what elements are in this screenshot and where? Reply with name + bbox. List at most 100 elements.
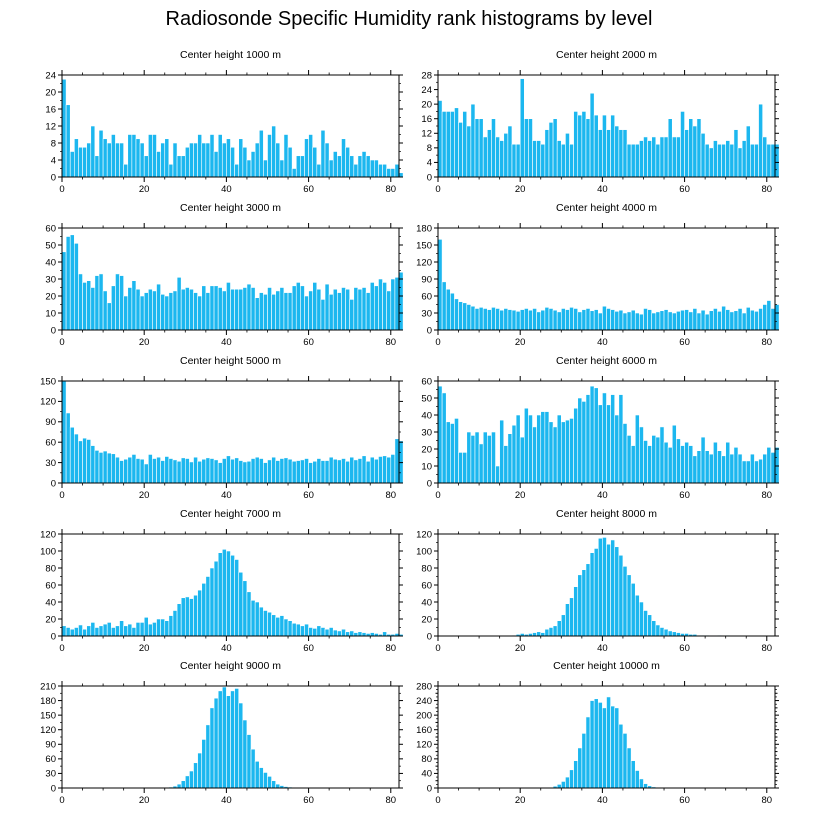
histogram-bar	[378, 278, 383, 331]
histogram-bar	[770, 452, 776, 484]
y-tick-label: 20	[421, 444, 432, 455]
histogram-bar	[700, 132, 706, 178]
histogram-bar	[115, 142, 120, 178]
histogram-bar	[111, 134, 116, 178]
histogram-bar	[659, 310, 665, 331]
histogram-bar	[119, 460, 124, 484]
histogram-bar	[180, 597, 186, 637]
histogram-bar	[634, 143, 640, 178]
histogram-bar	[102, 623, 108, 637]
x-tick-label: 40	[597, 184, 608, 195]
histogram-bar	[556, 140, 562, 178]
histogram-bar	[560, 143, 566, 178]
histogram-bar	[246, 159, 252, 178]
histogram-bar	[565, 132, 570, 178]
x-tick-label: 60	[303, 795, 314, 806]
histogram-bar	[90, 125, 96, 178]
histogram-bar	[300, 155, 305, 178]
histogram-bar	[445, 421, 451, 484]
histogram-bar	[197, 460, 203, 484]
x-tick-label: 0	[59, 337, 64, 348]
histogram-bar	[482, 431, 488, 484]
x-tick-label: 60	[679, 184, 690, 195]
histogram-bar	[713, 140, 718, 178]
histogram-bar	[470, 305, 476, 331]
histogram-bar	[532, 140, 537, 178]
histogram-bar	[560, 308, 566, 331]
histogram-bar	[441, 111, 447, 178]
histogram-bar	[466, 125, 472, 178]
x-tick-label: 40	[221, 337, 232, 348]
histogram-bar	[283, 292, 289, 331]
y-tick-label: 30	[45, 458, 56, 469]
histogram-bar	[491, 307, 496, 331]
histogram-bar	[226, 282, 231, 331]
histogram-bar	[275, 142, 281, 178]
histogram-bar	[626, 574, 632, 637]
histogram-bar	[573, 586, 579, 637]
histogram-bar	[275, 783, 281, 789]
histogram-bar	[618, 309, 624, 331]
histogram-bar	[176, 783, 182, 789]
histogram-bar	[205, 292, 211, 331]
histogram-bar	[610, 114, 616, 178]
histogram-bar	[639, 140, 644, 178]
histogram-bar	[69, 151, 75, 178]
histogram-bar	[548, 421, 554, 484]
histogram-bar	[316, 625, 322, 637]
histogram-bar	[143, 155, 149, 178]
histogram-bar	[499, 419, 505, 484]
histogram-bar	[74, 433, 79, 484]
histogram-bar	[548, 308, 554, 331]
histogram-bar	[741, 140, 747, 178]
histogram-bar	[65, 627, 71, 637]
histogram-bar	[602, 707, 607, 789]
histogram-bar	[172, 290, 178, 331]
histogram-bar	[102, 450, 108, 484]
histogram-bar	[78, 273, 83, 331]
histogram-bar	[565, 603, 570, 637]
histogram-bar	[332, 458, 338, 484]
histogram-bar	[152, 290, 157, 331]
histogram-bar	[127, 623, 133, 637]
histogram-bar	[602, 305, 607, 331]
histogram-bar	[622, 312, 628, 331]
histogram-bar	[180, 780, 186, 789]
histogram-bar	[283, 618, 289, 637]
y-tick-label: 180	[40, 696, 56, 707]
y-tick-label: 40	[421, 769, 432, 780]
histogram-bar	[634, 312, 640, 331]
histogram-bar	[221, 458, 227, 484]
histogram-bar	[328, 627, 334, 637]
histogram-bar	[164, 456, 170, 484]
histogram-bar	[209, 707, 215, 789]
histogram-bar	[569, 307, 574, 331]
histogram-bar	[238, 571, 244, 637]
histogram-bar	[230, 554, 235, 637]
histogram-bar	[312, 628, 318, 637]
histogram-bar	[536, 414, 542, 484]
y-tick-label: 0	[427, 172, 432, 183]
histogram-bar	[164, 620, 170, 637]
histogram-bar	[750, 143, 755, 178]
y-tick-label: 16	[421, 114, 432, 125]
histogram-bar	[98, 452, 104, 484]
histogram-bar	[474, 118, 480, 178]
y-tick-label: 10	[421, 461, 432, 472]
histogram-bar	[98, 129, 104, 178]
histogram-bar	[602, 537, 607, 637]
panel-title: Center height 7000 m	[180, 508, 281, 520]
histogram-bar	[139, 622, 145, 637]
histogram-bar	[639, 313, 644, 331]
histogram-bar	[643, 610, 648, 637]
histogram-bar	[491, 431, 496, 484]
histogram-bar	[482, 136, 488, 178]
histogram-bar	[610, 539, 616, 637]
histogram-bar	[357, 458, 363, 484]
histogram-bar	[462, 452, 468, 484]
x-tick-label: 20	[515, 337, 526, 348]
histogram-bar	[585, 118, 591, 178]
histogram-bar	[304, 295, 309, 331]
histogram-bar	[295, 155, 301, 178]
histogram-bar	[532, 632, 537, 637]
